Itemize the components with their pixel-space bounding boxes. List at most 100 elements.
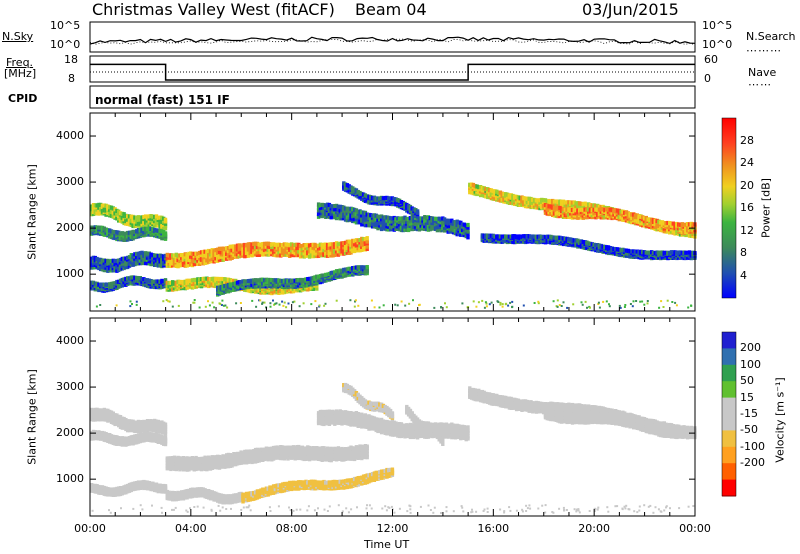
power-cell [637,220,641,225]
velocity-cell [100,430,105,436]
power-cell [448,227,452,232]
velocity-cell [99,414,103,419]
power-cell [567,237,571,242]
power-cell [158,256,162,261]
power-cell [563,207,567,212]
power-cell [151,216,155,222]
power-cell [351,238,355,243]
power-cell [349,216,353,221]
power-cell [284,278,288,283]
power-cell [333,244,337,249]
power-cell [97,257,101,262]
power-cell [569,211,573,216]
power-cell [284,288,288,293]
power-cell [327,214,332,219]
velocity-cell [97,410,101,415]
power-cell [149,252,153,257]
power-cell [538,200,542,205]
power-ground-cell [472,300,475,303]
velocity-cell [104,408,108,413]
power-cell [316,274,321,279]
power-cell [558,205,562,211]
velocity-cell [108,409,112,414]
power-cell [666,250,670,255]
velocity-cell [151,419,155,424]
power-cell [496,196,501,201]
power-cell [363,220,368,225]
power-cell [221,279,225,284]
power-ground-cell [135,300,138,303]
power-cell [90,212,94,217]
power-cell [651,250,656,255]
power-cell [505,196,510,202]
power-cell [324,242,328,247]
power-cell [298,244,303,249]
power-cell [430,226,434,231]
power-cell [342,216,346,221]
power-cell [405,219,409,224]
power-cell [419,226,423,231]
power-cell [232,244,236,249]
power-cell [588,211,593,217]
power-cell [565,202,569,207]
power-cell [360,213,364,218]
velocity-cell [111,418,115,423]
power-cell [244,250,249,255]
power-cell [187,262,191,267]
power-cell [289,242,294,247]
power-cell [207,277,211,282]
power-cell [569,200,573,205]
power-cell [298,277,303,283]
power-cell [169,255,173,260]
power-cell [340,243,344,248]
power-cell [118,260,123,265]
power-cell [165,280,169,285]
power-cell [516,234,521,239]
power-cell [333,210,337,215]
power-cell [331,209,335,214]
power-cell [187,254,191,259]
power-cell [102,203,106,208]
power-cell [345,267,350,272]
power-cell [333,247,337,252]
power-ground-cell [589,306,591,309]
power-cell [311,245,315,250]
power-cell [111,261,115,266]
power-cell [136,215,141,220]
power-cell [100,209,105,214]
power-cell [181,279,186,285]
power-cell [648,250,652,255]
power-cell [270,247,274,252]
power-cell [453,222,458,227]
power-cell [113,266,117,271]
power-cell [311,254,315,259]
power-cell [194,277,198,283]
velocity-cell [99,417,103,422]
velocity-cell [135,420,139,425]
power-cell [543,205,548,210]
power-cell [163,221,168,226]
power-cell [226,246,231,251]
power-cell [309,251,314,257]
power-cell [650,217,654,222]
power-cell [691,222,695,227]
power-cell [217,277,222,282]
power-cell [144,278,148,283]
power-cell [136,228,141,233]
power-cell [318,246,323,251]
power-cell [99,207,103,212]
power-cell [106,265,110,270]
power-cell [502,197,506,202]
power-cell [432,224,436,229]
power-cell [324,209,328,214]
power-cell [417,220,422,225]
power-cell [147,257,151,262]
power-cell [430,224,434,229]
power-cell [363,247,368,252]
power-cell [473,189,477,194]
power-cell [594,243,598,248]
power-cell [185,258,189,263]
cpid-panel [89,85,696,109]
power-cell [221,246,225,251]
power-cell [145,226,150,231]
